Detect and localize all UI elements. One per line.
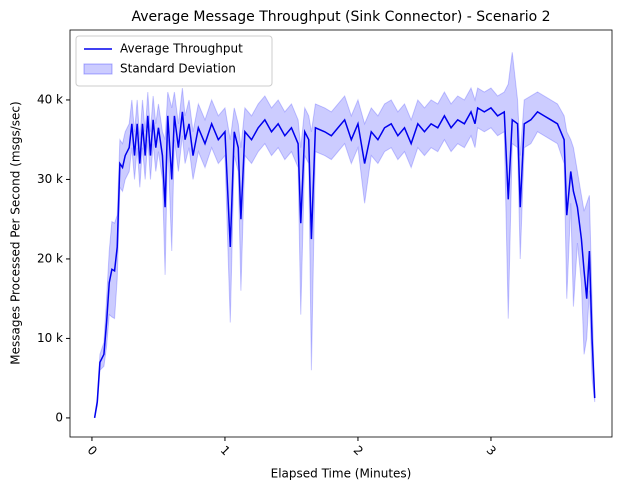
legend-box [75, 35, 273, 87]
std-band [94, 52, 596, 419]
y-tick-label: 30 k [37, 172, 63, 186]
y-axis-label: Messages Processed Per Second (msgs/sec) [9, 101, 23, 364]
x-tick-label: 0 [85, 443, 100, 458]
x-tick-label: 3 [484, 443, 499, 458]
y-tick-label: 40 k [37, 92, 63, 106]
line [93, 106, 596, 419]
x-tick-label: 1 [218, 443, 233, 458]
plot-frame [69, 29, 613, 438]
y-tick-label: 0 [55, 410, 63, 424]
legend-patch [83, 63, 113, 75]
chart-title: Average Message Throughput (Sink Connect… [131, 9, 550, 25]
y-tick-label: 10 k [37, 331, 63, 345]
x-axis-label: Elapsed Time (Minutes) [271, 467, 412, 481]
y-tick-label: 20 k [37, 251, 63, 265]
legend-label: Standard Deviation [120, 62, 236, 76]
legend-label: Average Throughput [120, 42, 243, 56]
x-tick-label: 2 [351, 443, 366, 458]
